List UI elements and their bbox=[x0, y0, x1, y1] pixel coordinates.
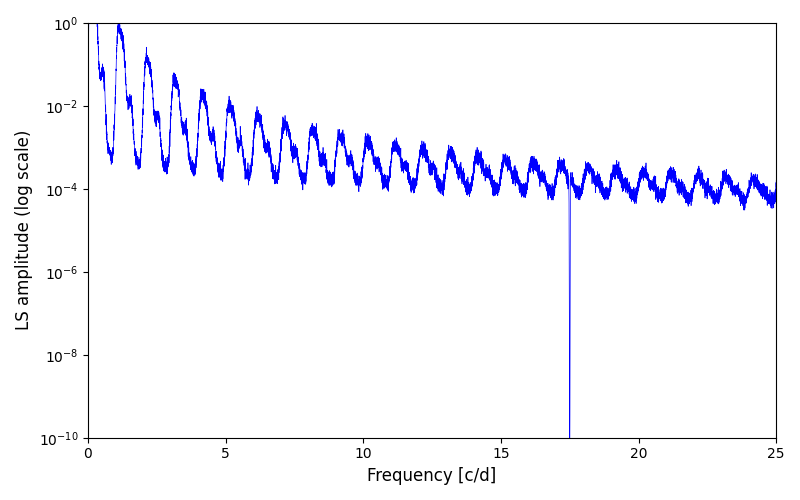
X-axis label: Frequency [c/d]: Frequency [c/d] bbox=[367, 467, 497, 485]
Y-axis label: LS amplitude (log scale): LS amplitude (log scale) bbox=[15, 130, 33, 330]
